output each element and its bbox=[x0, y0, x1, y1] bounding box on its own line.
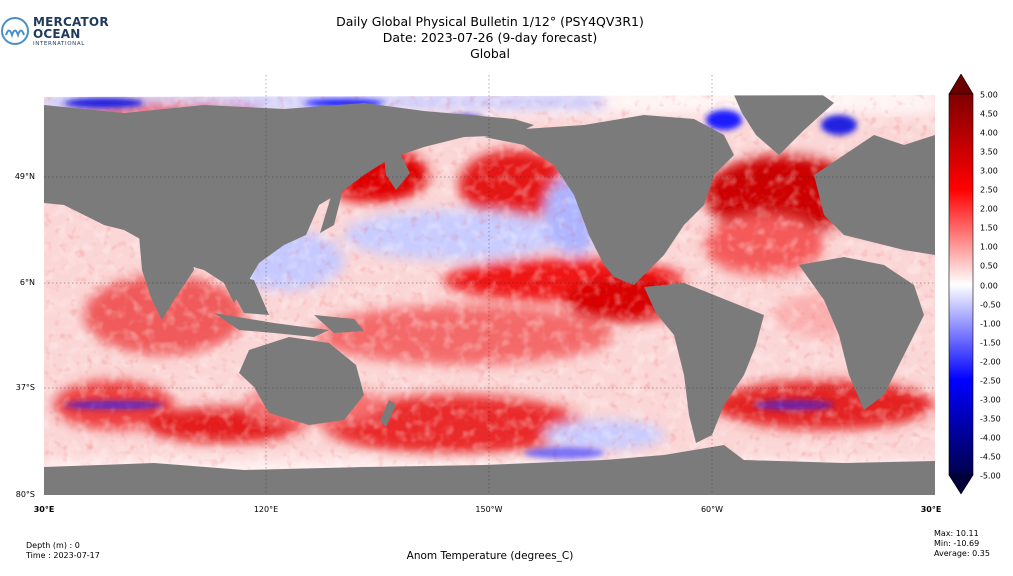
colorbar-tick-label: -5.00 bbox=[980, 471, 1001, 481]
colorbar-tick-label: -4.00 bbox=[980, 433, 1001, 443]
anomaly-map bbox=[44, 75, 935, 495]
title-line-1: Daily Global Physical Bulletin 1/12° (PS… bbox=[336, 14, 644, 29]
colorbar-tick-label: -1.50 bbox=[980, 338, 1001, 348]
india-land bbox=[139, 235, 194, 320]
colorbar-tick-label: 5.00 bbox=[980, 90, 998, 100]
map-gridlines bbox=[44, 75, 935, 495]
lon-label-120e: 120°E bbox=[253, 505, 279, 514]
south-america-land bbox=[644, 283, 764, 443]
colorbar-tick-label: -2.50 bbox=[980, 376, 1001, 386]
title-line-2: Date: 2023-07-26 (9-day forecast) bbox=[382, 30, 598, 45]
colorbar-tick-label: 3.00 bbox=[980, 166, 998, 176]
colorbar-upper-extend bbox=[948, 74, 974, 95]
colorbar-tick-label: 2.50 bbox=[980, 185, 998, 195]
europe-land bbox=[814, 135, 935, 255]
colorbar-tick-label: 2.00 bbox=[980, 204, 998, 214]
wave-logo-icon bbox=[1, 17, 29, 45]
variable-label: Anom Temperature (degrees_C) bbox=[406, 550, 574, 562]
time-label: Time : 2023-07-17 bbox=[26, 551, 100, 560]
average-label: Average: 0.35 bbox=[934, 549, 990, 558]
north-america-land bbox=[484, 115, 734, 285]
lat-label-80s: 80°S bbox=[15, 490, 35, 499]
arctic-ice bbox=[44, 75, 935, 97]
colorbar-tick-label: -2.00 bbox=[980, 357, 1001, 367]
colorbar-lower-extend bbox=[948, 474, 974, 495]
colorbar bbox=[948, 74, 974, 495]
australia-land bbox=[239, 337, 364, 425]
colorbar-tick-label: -3.50 bbox=[980, 414, 1001, 424]
footer-meta: Depth (m) : 0 Time : 2023-07-17 bbox=[26, 541, 100, 561]
lon-label-60w: 60°W bbox=[700, 505, 724, 514]
colorbar-tick-label: 1.50 bbox=[980, 223, 998, 233]
new-guinea-land bbox=[314, 315, 364, 333]
colorbar-tick-label: 4.00 bbox=[980, 128, 998, 138]
new-zealand-land bbox=[380, 400, 396, 427]
kamchatka-land bbox=[384, 153, 410, 190]
colorbar-gradient bbox=[948, 93, 974, 476]
lon-label-30e-right: 30°E bbox=[920, 505, 942, 514]
land-masses bbox=[44, 75, 935, 495]
africa-land bbox=[799, 257, 924, 410]
lat-label-6n: 6°N bbox=[19, 278, 35, 287]
colorbar-tick-label: -3.00 bbox=[980, 395, 1001, 405]
antarctica-land bbox=[44, 445, 935, 495]
colorbar-tick-label: 0.50 bbox=[980, 261, 998, 271]
greenland-land bbox=[734, 89, 834, 155]
indonesia-land bbox=[214, 313, 329, 337]
logo-line-1: MERCATOR bbox=[33, 15, 109, 29]
logo-line-2: OCEAN bbox=[33, 27, 81, 41]
bulletin-title: Daily Global Physical Bulletin 1/12° (PS… bbox=[0, 14, 980, 62]
max-label: Max: 10.11 bbox=[934, 529, 979, 538]
logo-line-3: INTERNATIONAL bbox=[33, 41, 85, 47]
lon-label-30e-left: 30°E bbox=[33, 505, 55, 514]
colorbar-tick-label: 4.50 bbox=[980, 109, 998, 119]
colorbar-tick-label: -4.50 bbox=[980, 452, 1001, 462]
title-line-3: Global bbox=[470, 46, 510, 61]
lat-label-37s: 37°S bbox=[15, 383, 35, 392]
lat-label-49n: 49°N bbox=[14, 172, 35, 181]
southeast-asia-land bbox=[232, 275, 269, 315]
lon-label-150w: 150°W bbox=[475, 505, 503, 514]
map-svg bbox=[44, 75, 935, 495]
depth-label: Depth (m) : 0 bbox=[26, 541, 80, 550]
japan-land bbox=[320, 187, 342, 233]
colorbar-tick-label: 0.00 bbox=[980, 281, 998, 290]
colorbar-tick-label: 1.00 bbox=[980, 242, 998, 252]
min-label: Min: -10.69 bbox=[934, 539, 980, 548]
colorbar-tick-label: 3.50 bbox=[980, 147, 998, 157]
footer-stats: Max: 10.11 Min: -10.69 Average: 0.35 bbox=[934, 529, 990, 559]
colorbar-tick-label: -0.50 bbox=[980, 300, 1001, 310]
colorbar-tick-label: -1.00 bbox=[980, 319, 1001, 329]
mercator-ocean-logo: MERCATOR OCEAN INTERNATIONAL bbox=[0, 12, 120, 52]
